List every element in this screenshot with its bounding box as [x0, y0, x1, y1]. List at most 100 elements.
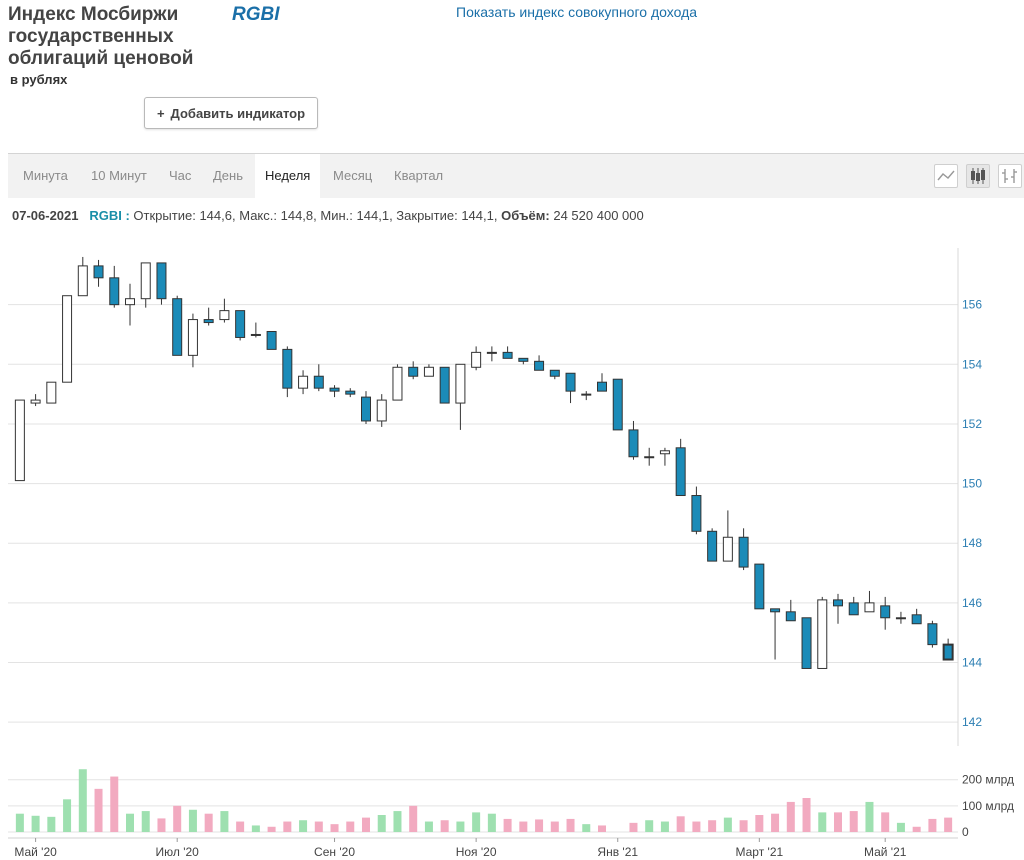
volume-bar [126, 813, 134, 832]
time-tick-label: Март '21 [735, 845, 783, 859]
volume-bar [346, 821, 355, 832]
candle [439, 366, 450, 404]
candle [486, 346, 497, 362]
candle-body [329, 387, 340, 392]
candle [927, 620, 938, 648]
candlestick-chart-icon [971, 168, 985, 184]
time-tick-label: Ноя '20 [456, 845, 497, 859]
candle-body [93, 265, 104, 279]
volume-bar [739, 820, 748, 832]
candle [864, 590, 875, 613]
candle-body [549, 369, 560, 377]
volume-bar [660, 821, 669, 832]
volume-bar [519, 821, 528, 832]
time-tick-label: Сен '20 [314, 845, 355, 859]
close-value: 144,1 [461, 208, 494, 223]
volume-bar [881, 812, 890, 832]
candle [659, 447, 670, 466]
tab-week[interactable]: Неделя [255, 154, 321, 198]
candle-body [313, 375, 324, 389]
candle-body [266, 330, 277, 350]
volume-bar [157, 818, 166, 832]
low-value: 144,1 [356, 208, 390, 223]
tab-hour[interactable]: Час [169, 168, 192, 183]
volume-bar [251, 825, 260, 832]
volume-bar [708, 820, 717, 832]
candle [644, 447, 655, 466]
candle [203, 307, 214, 326]
volume-bar [802, 798, 811, 832]
candle [109, 265, 120, 308]
candle-body [486, 351, 497, 354]
low-label: Мин.: [320, 208, 353, 223]
candle-body [187, 319, 198, 356]
candle-body [833, 599, 843, 607]
price-tick-label: 148 [962, 536, 982, 550]
info-ticker: RGBI : [89, 208, 130, 223]
candle [785, 599, 796, 622]
price-tick-label: 142 [962, 715, 982, 729]
volume-bar [755, 815, 764, 832]
candle [833, 593, 843, 624]
info-date: 07-06-2021 [12, 208, 79, 223]
volume-bar [94, 788, 103, 832]
volume-bar [645, 820, 654, 832]
volume-bar [362, 817, 370, 832]
candle [770, 608, 781, 660]
price-tick-label: 146 [962, 596, 982, 610]
volume-bar [535, 819, 544, 832]
currency-label: в рублях [10, 72, 68, 87]
candle [628, 420, 639, 460]
candle-body [597, 381, 607, 392]
volume-bar [409, 805, 418, 832]
price-axis: 142 144 146 148 150 152 154 156 [957, 248, 982, 746]
candle-body [502, 351, 513, 359]
candle-body [738, 536, 749, 568]
tab-day[interactable]: День [213, 168, 243, 183]
volume-bar [440, 820, 449, 832]
candle [329, 385, 340, 398]
candle [392, 364, 403, 401]
candle-body [675, 447, 686, 497]
tab-minute[interactable]: Минута [23, 168, 68, 183]
price-tick-label: 144 [962, 656, 982, 670]
candle-body [880, 605, 891, 619]
candle-body [817, 599, 828, 669]
volume-bar [786, 801, 795, 832]
candle [801, 617, 812, 669]
candle-body [392, 366, 403, 401]
candle [848, 596, 859, 616]
volume-bar [629, 822, 638, 832]
volume-bar [188, 809, 197, 832]
candle [612, 378, 623, 431]
candle-body [109, 277, 120, 306]
candle-body [927, 623, 938, 646]
volume-label: Объём: [501, 208, 550, 223]
candle-body [140, 262, 151, 300]
candle-body [628, 429, 639, 458]
candlestick-chart-button[interactable] [966, 164, 990, 188]
candle [298, 370, 309, 395]
candle-body [439, 366, 450, 404]
tab-10-minutes[interactable]: 10 Минут [91, 168, 147, 183]
candle [361, 391, 371, 424]
bar-chart-button[interactable] [998, 164, 1022, 188]
tab-month[interactable]: Месяц [333, 168, 373, 183]
candle [46, 381, 57, 404]
volume-tick-label: 100 млрд [962, 799, 1014, 813]
candle-body [219, 310, 230, 321]
candle [77, 256, 88, 297]
candle [471, 346, 482, 371]
candle-body [770, 608, 781, 613]
line-chart-button[interactable] [934, 164, 958, 188]
volume-bar [818, 812, 827, 832]
candle-body [203, 319, 214, 324]
tab-quarter[interactable]: Квартал [394, 168, 444, 183]
volume-bar [723, 817, 732, 832]
candle-body [534, 360, 545, 371]
candle-body [612, 378, 623, 431]
volume-bar [550, 821, 559, 832]
total-return-link[interactable]: Показать индекс совокупного дохода [456, 4, 698, 20]
add-indicator-button[interactable]: + Добавить индикатор [144, 97, 318, 129]
